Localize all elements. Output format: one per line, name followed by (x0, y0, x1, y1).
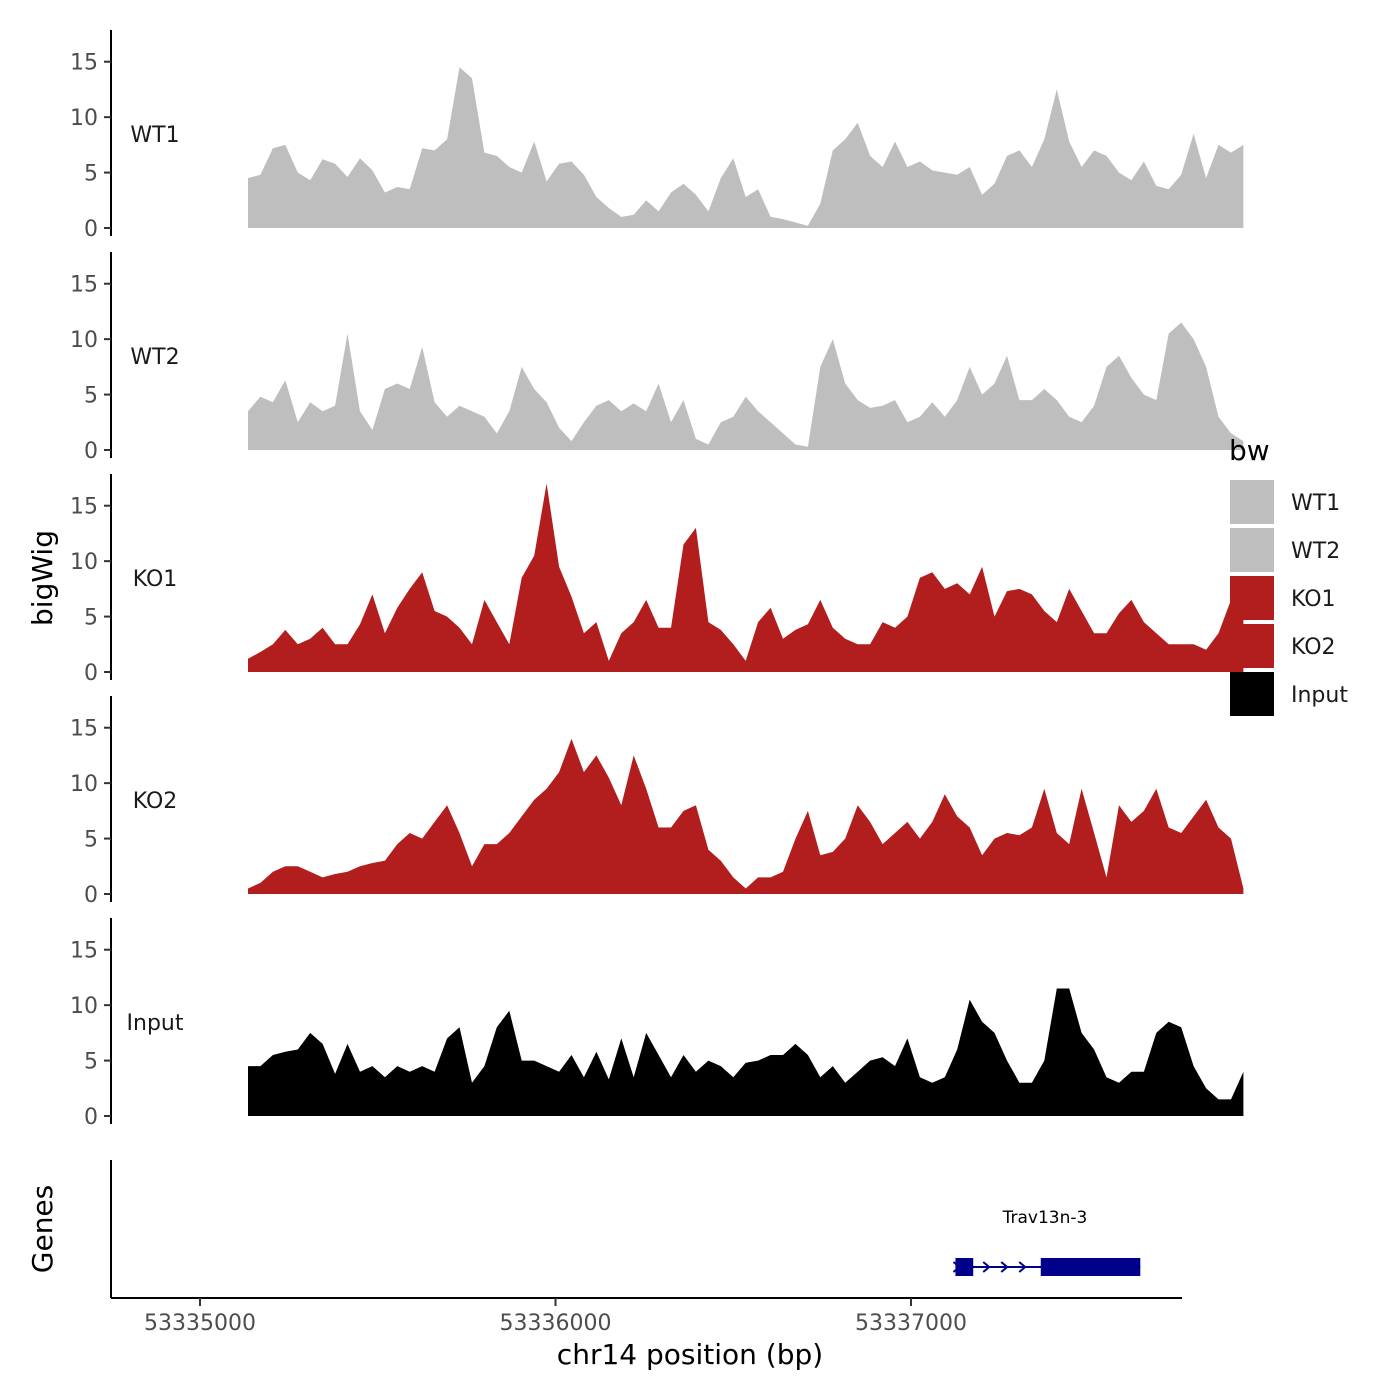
track-wt2: 0 5 10 15 WT2 (70, 252, 1244, 464)
panel-label-ko2: KO2 (133, 789, 178, 814)
y-tick-label: 5 (84, 606, 98, 631)
legend-entry-input: Input (1230, 672, 1348, 716)
track-ko1: 0 5 10 15 KO1 (70, 474, 1244, 686)
legend-label: WT2 (1291, 539, 1340, 564)
y-tick-label: 15 (70, 939, 98, 964)
x-tick-label: 53335000 (144, 1311, 256, 1336)
legend-swatch (1230, 528, 1274, 572)
legend-title: bw (1229, 434, 1270, 467)
track-ko2: 0 5 10 15 KO2 (70, 696, 1244, 908)
area-ko2 (248, 738, 1244, 894)
y-tick-label: 10 (70, 106, 98, 131)
x-axis-title: chr14 position (bp) (557, 1338, 823, 1371)
gene-label: Trav13n-3 (1002, 1208, 1088, 1228)
track-input: 0 5 10 15 Input (70, 918, 1244, 1130)
legend-entries: WT1 WT2 KO1 KO2 Input (1230, 480, 1348, 716)
panel-label-wt2: WT2 (130, 345, 179, 370)
gene-model (952, 1258, 1141, 1276)
y-tick-label: 10 (70, 328, 98, 353)
genes-track: Genes Trav13n-3 (26, 1160, 1141, 1298)
y-tick-label: 0 (84, 439, 98, 464)
legend-label: KO2 (1291, 635, 1336, 660)
gene-exon (1040, 1258, 1141, 1276)
legend-entry-wt1: WT1 (1230, 480, 1340, 524)
y-tick-label: 5 (84, 384, 98, 409)
y-tick-label: 10 (70, 550, 98, 575)
x-tick-label: 53337000 (855, 1311, 967, 1336)
y-tick-label: 10 (70, 772, 98, 797)
legend-swatch (1230, 624, 1274, 668)
track-panels: 0 5 10 15 WT1 0 5 10 15 WT2 0 5 10 15 KO1 0 5 10 15 KO2 0 5 10… (70, 30, 1244, 1130)
y-tick-label: 5 (84, 828, 98, 853)
y-tick-label: 10 (70, 994, 98, 1019)
strand-arrow (1018, 1261, 1027, 1273)
x-tick-label: 53336000 (500, 1311, 612, 1336)
y-tick-label: 15 (70, 273, 98, 298)
y-tick-label: 15 (70, 717, 98, 742)
y-tick-label: 0 (84, 1105, 98, 1130)
legend-swatch (1230, 576, 1274, 620)
area-ko1 (248, 483, 1244, 672)
strand-arrow (982, 1261, 991, 1273)
gene-exon (955, 1258, 974, 1276)
legend-entry-ko1: KO1 (1230, 576, 1336, 620)
panel-label-ko1: KO1 (133, 567, 178, 592)
strand-arrow (1000, 1261, 1009, 1273)
y-axis-title: bigWig (26, 530, 59, 626)
y-tick-label: 5 (84, 1050, 98, 1075)
genes-axis-title: Genes (26, 1185, 59, 1273)
legend-entry-ko2: KO2 (1230, 624, 1336, 668)
legend-swatch (1230, 672, 1274, 716)
legend-entry-wt2: WT2 (1230, 528, 1340, 572)
legend: bw WT1 WT2 KO1 KO2 Input (1229, 434, 1348, 716)
legend-label: WT1 (1291, 491, 1340, 516)
y-tick-label: 0 (84, 883, 98, 908)
y-tick-label: 5 (84, 162, 98, 187)
x-ticks: 53335000 53336000 53337000 (144, 1298, 967, 1336)
legend-swatch (1230, 480, 1274, 524)
legend-label: Input (1291, 683, 1348, 708)
y-tick-label: 15 (70, 51, 98, 76)
y-tick-label: 15 (70, 495, 98, 520)
area-wt1 (248, 67, 1244, 228)
track-wt1: 0 5 10 15 WT1 (70, 30, 1244, 242)
y-tick-label: 0 (84, 217, 98, 242)
y-tick-label: 0 (84, 661, 98, 686)
panel-label-input: Input (127, 1011, 184, 1036)
x-axis: 53335000 53336000 53337000 chr14 position … (111, 1297, 1182, 1371)
area-input (248, 988, 1244, 1116)
panel-label-wt1: WT1 (130, 123, 179, 148)
legend-label: KO1 (1291, 587, 1336, 612)
area-wt2 (248, 322, 1244, 450)
